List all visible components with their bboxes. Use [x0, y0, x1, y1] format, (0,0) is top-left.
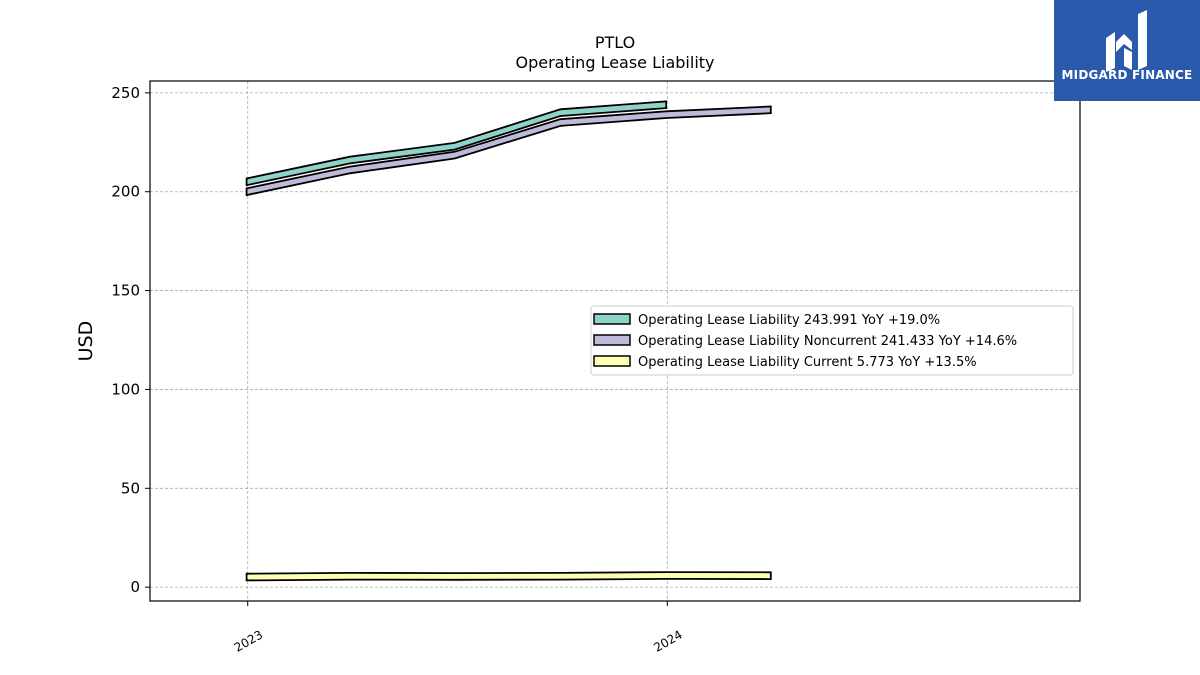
- y-tick-label: 200: [111, 183, 140, 201]
- x-tick-label: 2024: [651, 627, 684, 654]
- y-tick-label: 0: [130, 578, 140, 596]
- legend-swatch-0: [593, 313, 631, 325]
- y-tick-label: 50: [121, 479, 140, 497]
- legend-box: [590, 305, 1074, 376]
- y-ticks: 0 50 100 150 200 250: [111, 84, 150, 596]
- legend-swatch-1: [593, 334, 631, 346]
- grid: [150, 81, 1080, 601]
- series-band-0: [245, 100, 668, 187]
- series-band-1: [245, 105, 772, 197]
- y-tick-label: 100: [111, 380, 140, 398]
- legend: Operating Lease Liability 243.991 YoY +1…: [590, 305, 1074, 376]
- x-ticks: 2023 2024: [232, 601, 685, 655]
- logo-mark-icon: [1106, 10, 1147, 72]
- legend-label-2: Operating Lease Liability Current 5.773 …: [638, 355, 977, 370]
- legend-label-1: Operating Lease Liability Noncurrent 241…: [638, 334, 1017, 349]
- logo-text: MIDGARD FINANCE: [1061, 68, 1193, 82]
- legend-swatch-2: [593, 355, 631, 367]
- x-tick-label: 2023: [232, 627, 265, 654]
- midgard-finance-logo: MIDGARD FINANCE: [1054, 0, 1200, 101]
- series-layer: [245, 100, 772, 582]
- y-tick-label: 250: [111, 84, 140, 102]
- legend-label-0: Operating Lease Liability 243.991 YoY +1…: [638, 313, 940, 328]
- series-band-2: [245, 571, 772, 582]
- plot-frame: [149, 80, 1081, 602]
- chart-subtitle: Operating Lease Liability: [515, 53, 714, 72]
- y-axis-label: USD: [75, 321, 97, 362]
- y-tick-label: 150: [111, 282, 140, 300]
- chart-title: PTLO: [595, 33, 635, 52]
